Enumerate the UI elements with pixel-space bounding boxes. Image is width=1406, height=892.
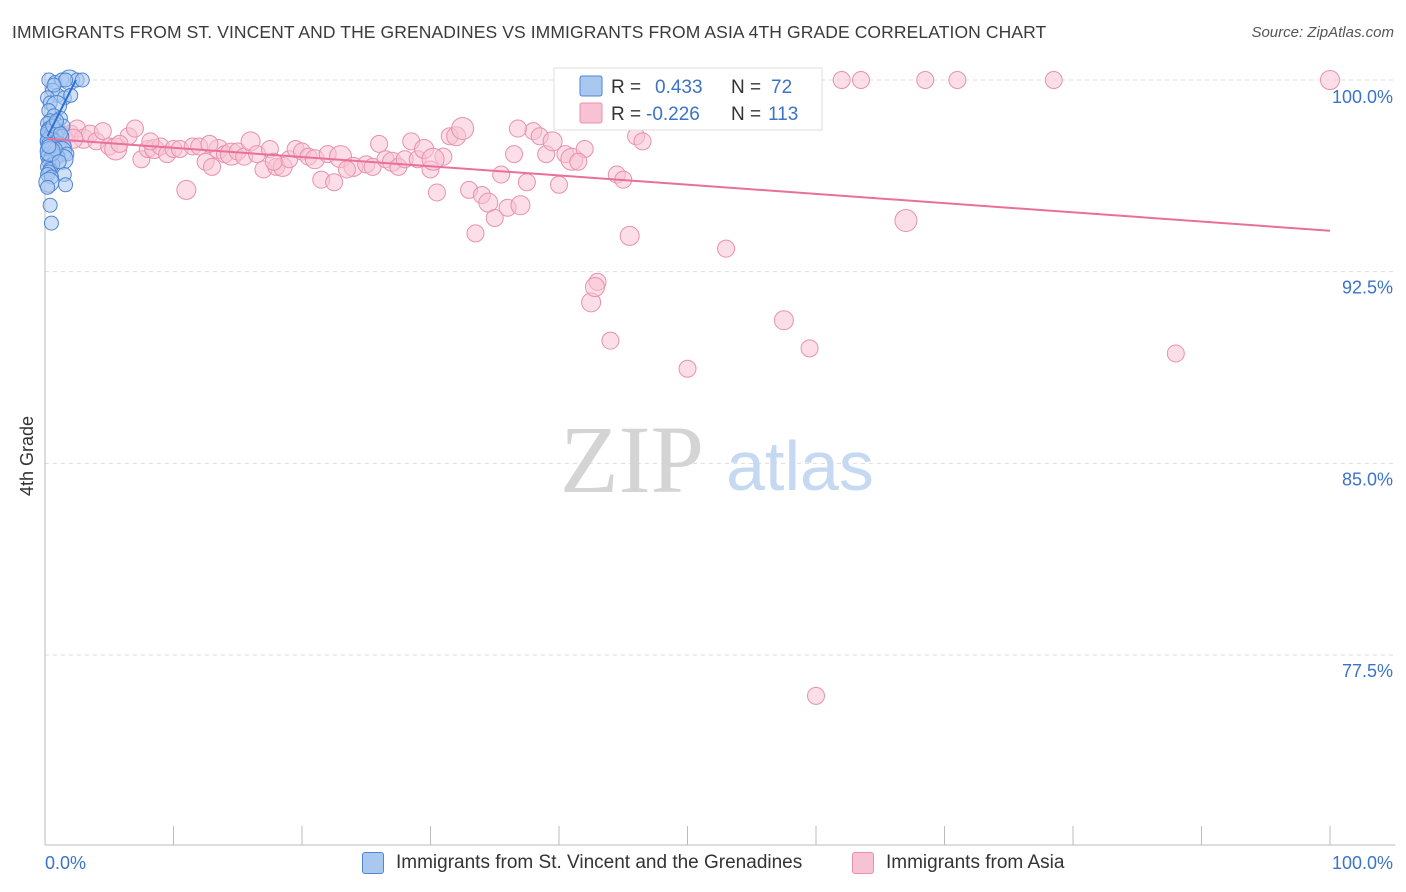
asia-point [807, 686, 825, 705]
st-vincent-point [49, 113, 65, 129]
legend-label-st-vincent: Immigrants from St. Vincent and the Gren… [396, 852, 803, 873]
x-tick-label: 0.0% [45, 853, 86, 873]
stats-n-value-2: 113 [768, 104, 798, 125]
asia-point [427, 183, 446, 202]
stats-r-value-1: 0.433 [655, 77, 703, 98]
asia-points [41, 70, 1340, 705]
st-vincent-point [51, 154, 67, 170]
chart-title: IMMIGRANTS FROM ST. VINCENT AND THE GREN… [12, 22, 1047, 42]
asia-point [325, 173, 344, 192]
tick-labels: 77.5% 85.0% 92.5% 100.0% 0.0% 100.0% [45, 87, 1393, 873]
st-vincent-point [46, 77, 62, 93]
asia-point [773, 310, 794, 331]
asia-point [510, 195, 531, 216]
asia-point [584, 277, 605, 297]
x-tick-label: 100.0% [1332, 853, 1393, 873]
asia-point [200, 134, 219, 153]
asia-point [451, 117, 475, 141]
watermark-atlas: atlas [726, 427, 874, 505]
stats-r-label-2: R = [611, 104, 641, 125]
st-vincent-point [40, 179, 56, 195]
asia-point [894, 209, 918, 233]
stats-n-value-1: 72 [771, 77, 792, 98]
watermark: ZIP atlas [560, 406, 874, 513]
st-vincent-point [58, 177, 74, 193]
asia-point [203, 157, 222, 176]
st-vincent-point [42, 197, 58, 213]
gridlines [45, 79, 1395, 656]
asia-point [601, 331, 620, 350]
legend-swatch-blue [362, 852, 384, 874]
y-tick-label: 85.0% [1342, 469, 1393, 489]
asia-point [542, 131, 563, 152]
asia-point [492, 165, 511, 184]
st-vincent-point [74, 72, 90, 88]
asia-point [466, 224, 485, 243]
asia-point [633, 132, 652, 151]
asia-point [505, 145, 524, 164]
asia-point [517, 173, 536, 192]
asia-point [717, 239, 736, 258]
stats-r-value-2: -0.226 [646, 104, 700, 125]
y-axis-label: 4th Grade [17, 416, 37, 496]
asia-point [421, 147, 445, 171]
y-tick-label: 100.0% [1332, 87, 1393, 107]
legend-swatch-pink [852, 852, 874, 874]
asia-point [1320, 70, 1340, 90]
stats-r-label-1: R = [611, 77, 641, 98]
watermark-zip: ZIP [560, 406, 704, 513]
asia-point [125, 119, 144, 138]
asia-point [93, 122, 112, 141]
trend-lines [46, 79, 1331, 232]
asia-point [550, 175, 568, 194]
legend-item-asia[interactable]: Immigrants from Asia [852, 852, 1064, 874]
asia-point [916, 71, 935, 89]
asia-point [832, 71, 851, 89]
source-credit: Source: ZipAtlas.com [1251, 24, 1394, 41]
legend-label-asia: Immigrants from Asia [886, 852, 1065, 873]
asia-point [619, 225, 640, 246]
asia-point [678, 359, 697, 378]
asia-trend-line [47, 137, 1331, 232]
st-vincent-points [38, 69, 90, 231]
y-tick-label: 92.5% [1342, 278, 1393, 298]
stats-n-label-1: N = [731, 77, 761, 98]
asia-point [1044, 71, 1063, 89]
legend-item-st-vincent[interactable]: Immigrants from St. Vincent and the Gren… [362, 852, 802, 874]
stats-legend: R = 0.433 N = 72 R = -0.226 N = 113 [553, 67, 823, 131]
asia-point [508, 119, 527, 138]
asia-point [370, 134, 389, 153]
asia-point [176, 179, 197, 200]
stats-legend-swatch-blue [579, 75, 603, 97]
stats-legend-swatch-pink [579, 102, 603, 124]
asia-point [851, 71, 870, 89]
asia-point [948, 71, 967, 89]
st-vincent-trend-line [46, 79, 77, 137]
y-tick-label: 77.5% [1342, 661, 1393, 681]
asia-point [264, 152, 283, 171]
asia-point [569, 152, 588, 171]
asia-point [800, 339, 819, 358]
asia-point [485, 209, 504, 227]
stats-n-label-2: N = [731, 104, 761, 125]
st-vincent-point [41, 138, 57, 154]
series-legend: Immigrants from St. Vincent and the Gren… [0, 852, 1406, 880]
asia-point [337, 160, 356, 179]
asia-point [1166, 344, 1185, 363]
st-vincent-point [43, 215, 59, 231]
